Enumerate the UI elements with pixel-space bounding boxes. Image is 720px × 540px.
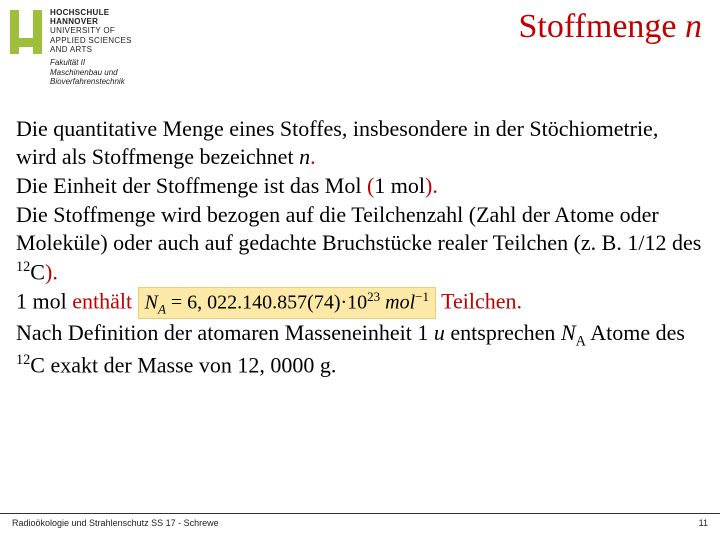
title-symbol: n — [685, 8, 702, 45]
paragraph-5: Nach Definition der atomaren Masseneinhe… — [16, 319, 704, 380]
slide-title: Stoffmenge n — [518, 8, 702, 46]
symbol-N: N — [561, 320, 576, 345]
symbol-n: n — [299, 144, 310, 169]
uni-line: APPLIED SCIENCES — [50, 36, 132, 45]
slide-footer: Radioökologie und Strahlenschutz SS 17 -… — [0, 513, 720, 528]
footer-left: Radioökologie und Strahlenschutz SS 17 -… — [12, 518, 219, 528]
avogadro-formula: NA = 6, 022.140.857(74)·1023 mol−1 — [138, 287, 436, 320]
title-main: Stoffmenge — [518, 8, 685, 45]
text: C exakt der Masse von 12, 0000 g. — [30, 353, 336, 378]
formula-unit: mol — [380, 291, 415, 313]
formula-A: A — [158, 301, 166, 316]
isotope-sup: 12 — [16, 352, 30, 368]
isotope-sup: 12 — [16, 259, 30, 275]
text: . — [52, 259, 58, 284]
slide-body: Die quantitative Menge eines Stoffes, in… — [0, 87, 720, 381]
text: 1 mol — [16, 288, 72, 313]
symbol-u: u — [434, 320, 445, 345]
text: Teilchen. — [441, 288, 522, 313]
formula-N: N — [145, 291, 158, 313]
uni-line: HOCHSCHULE — [50, 8, 132, 17]
symbol-A: A — [576, 334, 586, 350]
text: . — [432, 173, 438, 198]
hs-hannover-logo-icon — [8, 8, 44, 56]
text: Die quantitative Menge eines Stoffes, in… — [16, 116, 658, 170]
text: Die Stoffmenge wird bezogen auf die Teil… — [16, 202, 701, 256]
uni-line: AND ARTS — [50, 45, 132, 54]
uni-line: UNIVERSITY OF — [50, 26, 132, 35]
slide-header: HOCHSCHULE HANNOVER UNIVERSITY OF APPLIE… — [0, 0, 720, 87]
text: Die Einheit der Stoffmenge ist das Mol — [16, 173, 367, 198]
text: 1 mol — [374, 173, 425, 198]
text: Atome des — [586, 320, 685, 345]
uni-line: HANNOVER — [50, 17, 132, 26]
paragraph-1: Die quantitative Menge eines Stoffes, in… — [16, 115, 704, 172]
university-name: HOCHSCHULE HANNOVER UNIVERSITY OF APPLIE… — [50, 8, 132, 54]
formula-unit-exp: −1 — [415, 289, 429, 304]
fak-line: Bioverfahrenstechnik — [50, 77, 132, 87]
text: enthält — [72, 288, 132, 313]
formula-exp: 23 — [367, 289, 380, 304]
fak-line: Maschinenbau und — [50, 68, 132, 78]
text: entsprechen — [445, 320, 561, 345]
text: Nach Definition der atomaren Masseneinhe… — [16, 320, 434, 345]
text: . — [310, 144, 316, 169]
paragraph-4: 1 mol enthält NA = 6, 022.140.857(74)·10… — [16, 287, 704, 320]
formula-eq: = 6, 022.140.857(74)·10 — [166, 291, 367, 313]
logo-text-block: HOCHSCHULE HANNOVER UNIVERSITY OF APPLIE… — [50, 8, 132, 87]
paragraph-3: Die Stoffmenge wird bezogen auf die Teil… — [16, 201, 704, 287]
page-number: 11 — [699, 518, 708, 528]
text: C — [30, 259, 45, 284]
faculty-name: Fakultät II Maschinenbau und Bioverfahre… — [50, 58, 132, 87]
fak-line: Fakultät II — [50, 58, 132, 68]
university-logo-block: HOCHSCHULE HANNOVER UNIVERSITY OF APPLIE… — [8, 8, 132, 87]
paragraph-2: Die Einheit der Stoffmenge ist das Mol (… — [16, 172, 704, 201]
